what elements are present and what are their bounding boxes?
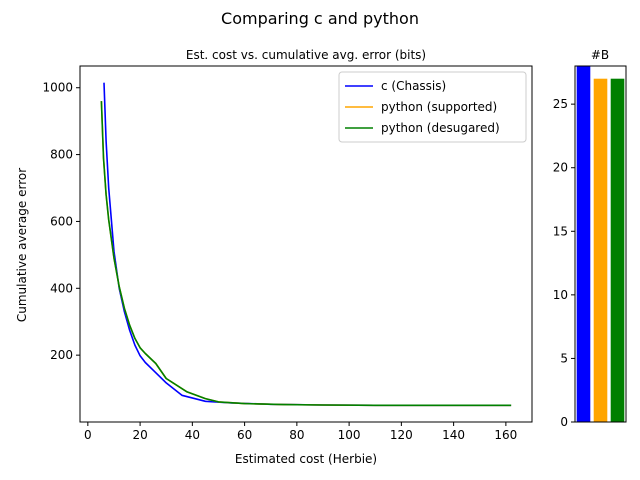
- y-tick-label: 800: [50, 148, 73, 162]
- x-tick-label: 40: [185, 428, 200, 442]
- y-tick-label: 1000: [42, 81, 73, 95]
- bar-y-tick-label: 5: [560, 351, 568, 365]
- line-plot-frame: [79, 65, 533, 423]
- bar-python-desugared: [610, 78, 625, 422]
- bar-y-tick-label: 20: [553, 161, 568, 175]
- bar-chart: #B 0 5 10 15 20 25: [553, 48, 627, 429]
- y-tick-label: 200: [50, 348, 73, 362]
- series-line-python-supported: [100, 101, 512, 407]
- bars: [576, 66, 625, 422]
- figure-suptitle: Comparing c and python: [221, 9, 419, 28]
- bar-c-chassis: [576, 66, 591, 422]
- x-tick-label: 120: [390, 428, 413, 442]
- y-tick-label: 400: [50, 281, 73, 295]
- bar-y-axis-ticks: 0 5 10 15 20 25: [553, 97, 575, 429]
- x-tick-label: 60: [237, 428, 252, 442]
- y-axis-ticks: 200 400 600 800 1000: [42, 81, 80, 362]
- bar-y-tick-label: 0: [560, 415, 568, 429]
- bar-y-tick-label: 25: [553, 97, 568, 111]
- x-tick-label: 0: [84, 428, 92, 442]
- series-lines: [100, 82, 512, 407]
- series-line-python-desugared: [100, 101, 512, 407]
- x-axis-label: Estimated cost (Herbie): [235, 452, 377, 466]
- bar-python-supported: [593, 78, 608, 422]
- x-tick-label: 140: [442, 428, 465, 442]
- legend: c (Chassis) python (supported) python (d…: [338, 71, 527, 143]
- x-tick-label: 80: [289, 428, 304, 442]
- x-axis-ticks: 0 20 40 60 80 100 120 140 160: [84, 422, 517, 442]
- legend-box: [338, 71, 527, 143]
- bar-y-tick-label: 15: [553, 224, 568, 238]
- legend-label-python-supported: python (supported): [381, 100, 497, 114]
- bar-plot-frame: [574, 65, 627, 423]
- legend-label-python-desugared: python (desugared): [381, 121, 500, 135]
- y-tick-label: 600: [50, 214, 73, 228]
- x-tick-label: 160: [494, 428, 517, 442]
- line-chart: Est. cost vs. cumulative avg. error (bit…: [15, 48, 533, 466]
- x-tick-label: 100: [338, 428, 361, 442]
- bar-y-tick-label: 10: [553, 288, 568, 302]
- y-axis-label: Cumulative average error: [15, 168, 29, 322]
- bar-chart-title: #B: [591, 48, 609, 62]
- x-tick-label: 20: [132, 428, 147, 442]
- legend-label-c-chassis: c (Chassis): [381, 79, 446, 93]
- line-chart-title: Est. cost vs. cumulative avg. error (bit…: [186, 48, 426, 62]
